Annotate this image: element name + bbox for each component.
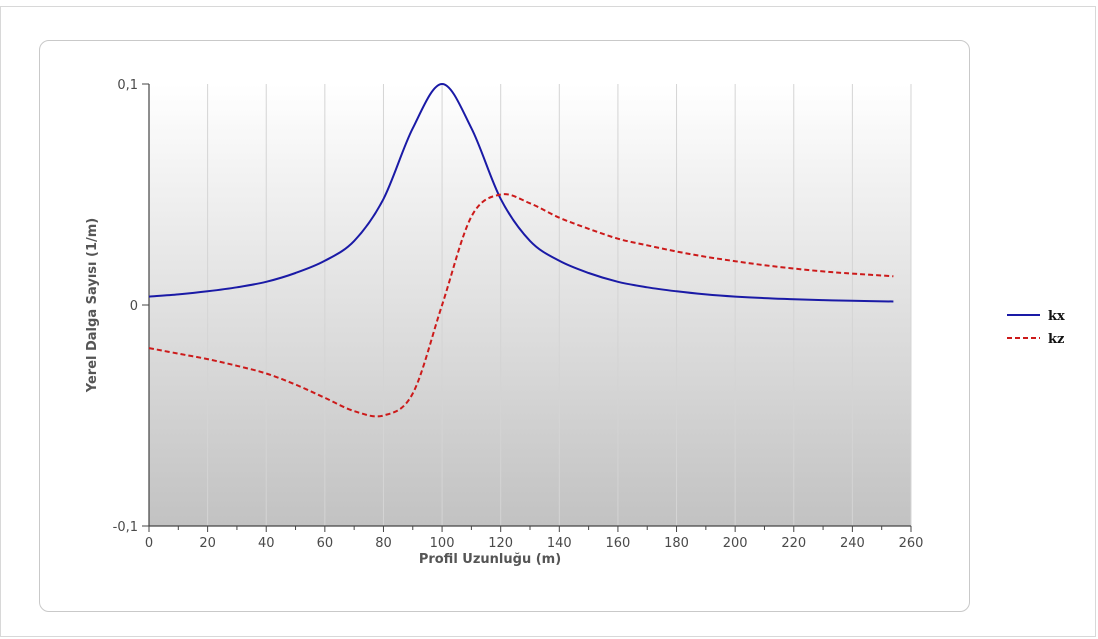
y-tick-label: 0 bbox=[130, 299, 138, 314]
y-tick-label: -0,1 bbox=[113, 520, 138, 535]
x-tick-label: 220 bbox=[781, 536, 806, 551]
x-tick-label: 140 bbox=[547, 536, 572, 551]
x-tick-label: 260 bbox=[899, 536, 924, 551]
grid-lines bbox=[207, 84, 912, 526]
x-tick-label: 60 bbox=[317, 536, 334, 551]
legend-label-kz: kz bbox=[1048, 332, 1064, 347]
plot-area bbox=[149, 84, 911, 526]
x-tick-label: 40 bbox=[258, 536, 275, 551]
y-axis-title: Yerel Dalga Sayısı (1/m) bbox=[85, 218, 100, 393]
x-tick-label: 20 bbox=[199, 536, 216, 551]
x-tick-label: 0 bbox=[145, 536, 153, 551]
series-lines bbox=[148, 82, 894, 418]
x-tick-label: 100 bbox=[430, 536, 455, 551]
series-line-kz bbox=[148, 193, 894, 418]
axes: 0 20 40 60 80 100 120 140 160 180 200 220 240 260 -0,1… bbox=[113, 78, 924, 551]
y-tick-label: 0,1 bbox=[117, 78, 138, 93]
legend: kx kz bbox=[1007, 309, 1065, 347]
x-axis-title: Profil Uzunluğu (m) bbox=[419, 552, 561, 567]
x-tick-label: 120 bbox=[488, 536, 513, 551]
series-line-kx bbox=[148, 82, 894, 303]
x-tick-label: 240 bbox=[840, 536, 865, 551]
legend-label-kx: kx bbox=[1048, 309, 1065, 324]
x-tick-label: 80 bbox=[375, 536, 392, 551]
x-tick-label: 160 bbox=[606, 536, 631, 551]
x-tick-label: 200 bbox=[723, 536, 748, 551]
x-tick-label: 180 bbox=[664, 536, 689, 551]
